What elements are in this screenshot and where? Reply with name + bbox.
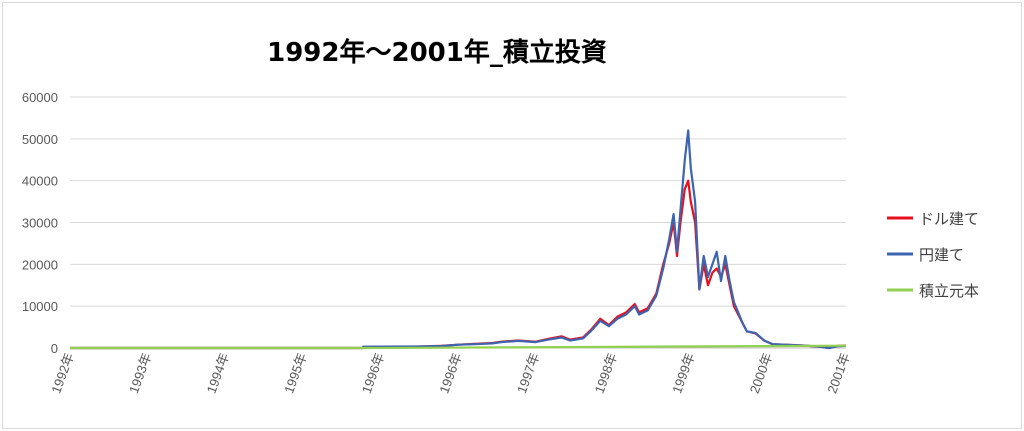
legend-label-2: 積立元本 — [919, 282, 979, 300]
y-tick-label-5: 50000 — [22, 132, 58, 147]
y-tick-label-2: 20000 — [22, 257, 58, 272]
grid-lines — [70, 96, 846, 349]
chart-title: 1992年～2001年_積立投資 — [267, 37, 607, 68]
x-tick-label-10: 2001年 — [824, 351, 852, 396]
x-tick-label-3: 1995年 — [281, 351, 309, 396]
x-tick-label-5: 1996年 — [436, 351, 464, 396]
series-line-2 — [70, 344, 847, 350]
x-axis-ticks: 1992年 1993年 1994年 1995年 1996年 1996年 1997年 1998年… — [48, 351, 852, 396]
x-tick-label-0: 1992年 — [48, 351, 76, 396]
y-tick-label-3: 30000 — [22, 216, 58, 231]
x-tick-label-8: 1999年 — [669, 351, 697, 396]
legend-label-1: 円建て — [919, 246, 964, 264]
series-group — [70, 129, 847, 350]
x-tick-label-9: 2000年 — [747, 351, 775, 396]
x-tick-label-1: 1993年 — [126, 351, 154, 396]
x-tick-label-7: 1998年 — [592, 351, 620, 396]
series-line-1 — [70, 129, 847, 350]
y-tick-label-6: 60000 — [22, 90, 58, 105]
x-tick-label-2: 1994年 — [204, 351, 232, 396]
legend-label-0: ドル建て — [919, 210, 979, 228]
y-tick-label-1: 10000 — [22, 299, 58, 314]
y-tick-label-0: 0 — [51, 341, 58, 356]
line-chart: 1992年～2001年_積立投資 0 10000 20000 30000 40000 50… — [22, 37, 979, 396]
x-tick-label-6: 1997年 — [514, 351, 542, 396]
y-tick-label-4: 40000 — [22, 174, 58, 189]
y-axis-ticks: 0 10000 20000 30000 40000 50000 60000 — [22, 90, 58, 356]
x-tick-label-4: 1996年 — [359, 351, 387, 396]
